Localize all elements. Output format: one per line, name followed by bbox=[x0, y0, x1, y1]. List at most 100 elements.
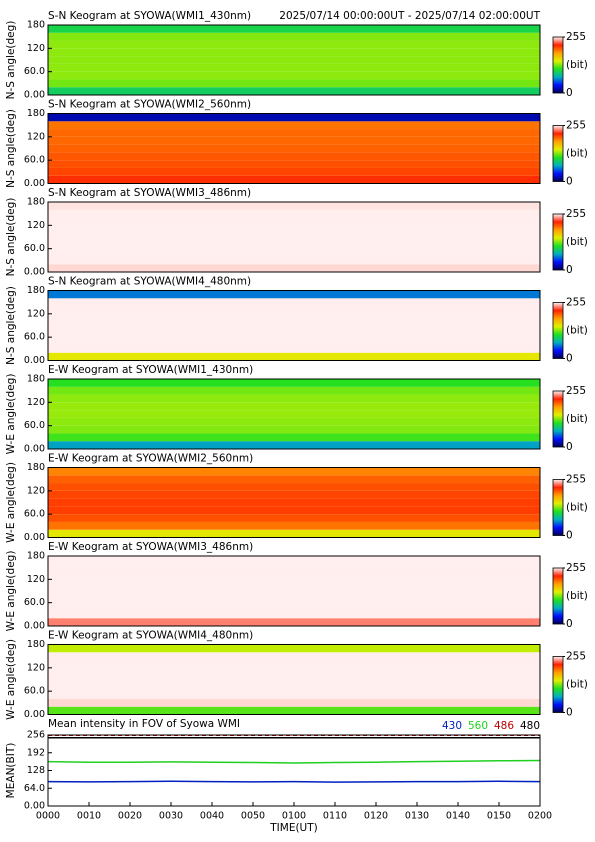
keogram-band bbox=[48, 660, 540, 668]
plot-frame bbox=[47, 734, 541, 807]
x-axis-label: TIME(UT) bbox=[269, 822, 318, 834]
colorbar bbox=[552, 36, 564, 94]
y-tick-label: 180 bbox=[27, 374, 45, 385]
legend-entry: 430 bbox=[442, 720, 462, 732]
colorbar-tick-label: 0 bbox=[566, 441, 573, 453]
plot-frame bbox=[47, 290, 541, 361]
keogram-band bbox=[48, 498, 540, 507]
keogram-band bbox=[48, 160, 540, 168]
plot-frame bbox=[47, 555, 541, 627]
legend-entry: 486 bbox=[494, 720, 514, 732]
y-axis-label: N-S angle(deg) bbox=[5, 286, 17, 365]
y-tick-label: 60.0 bbox=[24, 66, 45, 77]
keogram-band bbox=[48, 87, 540, 95]
keogram-band bbox=[48, 79, 540, 88]
keogram-band bbox=[48, 652, 540, 661]
y-tick-label: 120 bbox=[27, 485, 45, 496]
colorbar bbox=[552, 567, 564, 625]
colorbar-tick-label: 0 bbox=[566, 707, 573, 719]
colorbar-label: (bit) bbox=[566, 502, 588, 514]
colorbar-tick-label: 0 bbox=[566, 264, 573, 276]
y-tick-label: 0.00 bbox=[24, 444, 45, 455]
keogram-band bbox=[48, 417, 540, 426]
y-tick-label: 60.0 bbox=[24, 686, 45, 697]
keogram-band bbox=[48, 225, 540, 234]
keogram-band bbox=[48, 490, 540, 499]
colorbar-label: (bit) bbox=[566, 413, 588, 425]
keogram-band bbox=[48, 514, 540, 522]
keogram-band bbox=[48, 63, 540, 72]
keogram-band bbox=[48, 571, 540, 580]
y-tick-label: 0.00 bbox=[24, 709, 45, 720]
x-tick-label: 0030 bbox=[159, 811, 183, 822]
keogram-band bbox=[48, 313, 540, 322]
plot-frame bbox=[47, 113, 541, 184]
panel-title: E-W Keogram at SYOWA(WMI1_430nm) bbox=[48, 364, 253, 376]
plot-frame bbox=[47, 644, 541, 715]
x-tick-label: 0050 bbox=[241, 811, 265, 822]
keogram-band bbox=[48, 175, 540, 184]
x-tick-label: 0150 bbox=[487, 811, 511, 822]
panel-title: Mean intensity in FOV of Syowa WMI bbox=[48, 718, 240, 730]
keogram-band bbox=[48, 563, 540, 572]
panel-title: S-N Keogram at SYOWA(WMI3_486nm) bbox=[48, 187, 251, 199]
colorbar-tick-label: 0 bbox=[566, 87, 573, 99]
keogram-band bbox=[48, 298, 540, 307]
y-axis-label: W-E angle(deg) bbox=[5, 374, 17, 455]
keogram-band bbox=[48, 167, 540, 176]
colorbar-label: (bit) bbox=[566, 325, 588, 337]
y-tick-label: 60.0 bbox=[24, 597, 45, 608]
keogram-band bbox=[48, 25, 540, 33]
keogram-band bbox=[48, 290, 540, 299]
keogram-band bbox=[48, 209, 540, 218]
x-tick-label: 0140 bbox=[446, 811, 470, 822]
x-tick-label: 0120 bbox=[364, 811, 388, 822]
panel-title: E-W Keogram at SYOWA(WMI4_480nm) bbox=[48, 630, 253, 642]
keogram-band bbox=[48, 40, 540, 49]
panel-subtitle: 2025/07/14 00:00:00UT - 2025/07/14 02:00… bbox=[279, 10, 540, 22]
y-tick-label: 60.0 bbox=[24, 509, 45, 520]
series-line bbox=[47, 780, 541, 783]
keogram-band bbox=[48, 506, 540, 515]
y-tick-label: 180 bbox=[27, 462, 45, 473]
keogram-band bbox=[48, 344, 540, 353]
colorbar-label: (bit) bbox=[566, 679, 588, 691]
colorbar bbox=[552, 479, 564, 536]
keogram-band bbox=[48, 667, 540, 676]
keogram-band bbox=[48, 129, 540, 137]
colorbar-tick-label: 255 bbox=[566, 297, 586, 309]
plot-frame bbox=[47, 24, 541, 96]
keogram-band bbox=[48, 521, 540, 530]
keogram-band bbox=[48, 32, 540, 41]
y-tick-label: 120 bbox=[27, 662, 45, 673]
y-tick-label: 180 bbox=[27, 197, 45, 208]
keogram-band bbox=[48, 594, 540, 603]
y-tick-label: 180 bbox=[27, 551, 45, 562]
keogram-band bbox=[48, 152, 540, 161]
y-tick-label: 60.0 bbox=[24, 155, 45, 166]
keogram-band bbox=[48, 675, 540, 684]
y-tick-label: 192 bbox=[27, 747, 45, 758]
keogram-band bbox=[48, 618, 540, 626]
y-tick-label: 120 bbox=[27, 131, 45, 142]
colorbar-tick-label: 0 bbox=[566, 176, 573, 188]
keogram-band bbox=[48, 264, 540, 272]
y-tick-label: 180 bbox=[27, 108, 45, 119]
y-axis-label: W-E angle(deg) bbox=[5, 639, 17, 720]
y-tick-label: 0.00 bbox=[24, 355, 45, 366]
keogram-band bbox=[48, 329, 540, 338]
colorbar-tick-label: 0 bbox=[566, 353, 573, 365]
keogram-band bbox=[48, 483, 540, 491]
colorbar-tick-label: 255 bbox=[566, 651, 586, 663]
y-axis-label: N-S angle(deg) bbox=[5, 198, 17, 277]
keogram-band bbox=[48, 529, 540, 538]
keogram-band bbox=[48, 48, 540, 57]
y-tick-label: 64.0 bbox=[24, 783, 45, 794]
keogram-band bbox=[48, 683, 540, 692]
keogram-band bbox=[48, 217, 540, 226]
keogram-band bbox=[48, 136, 540, 145]
colorbar-label: (bit) bbox=[566, 59, 588, 71]
plot-frame bbox=[47, 467, 541, 538]
y-axis-label: MEAN(BIT) bbox=[5, 743, 17, 799]
keogram-band bbox=[48, 202, 540, 210]
